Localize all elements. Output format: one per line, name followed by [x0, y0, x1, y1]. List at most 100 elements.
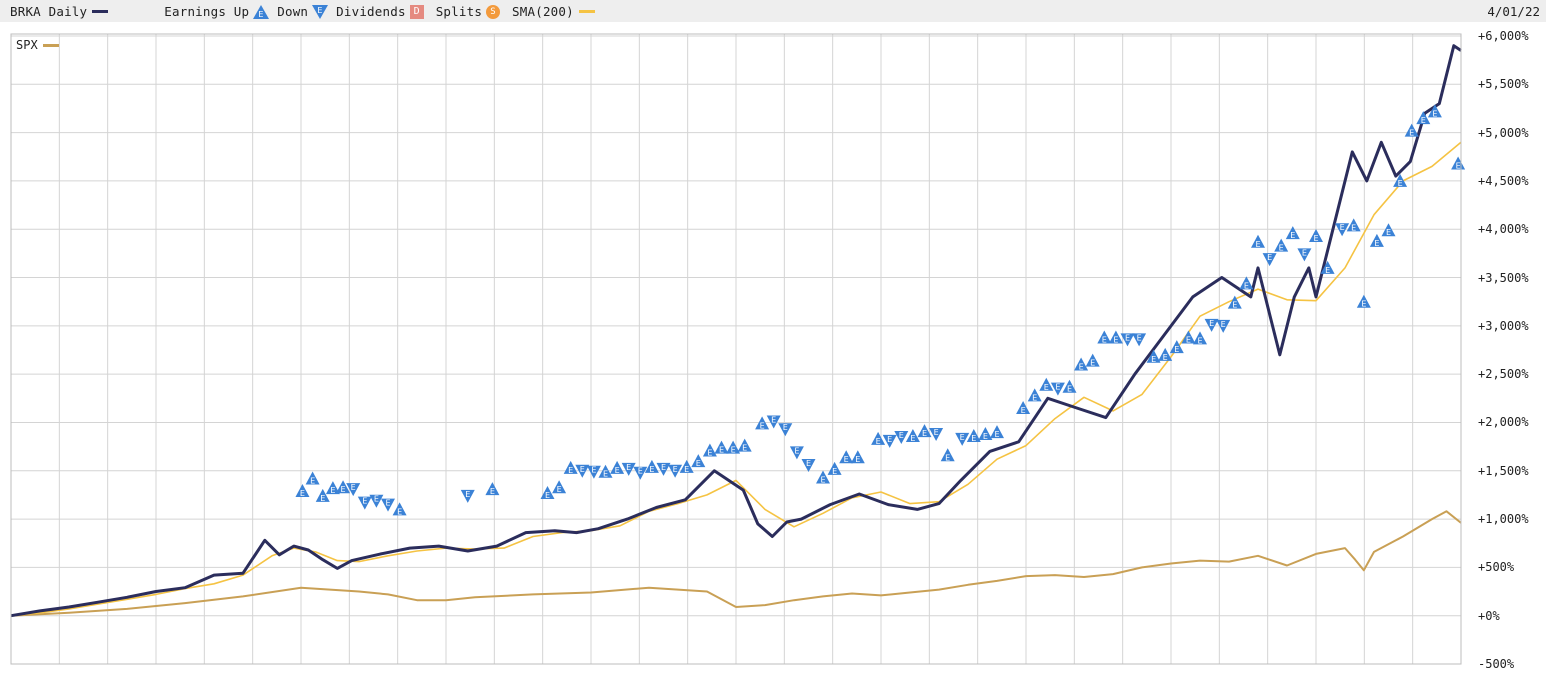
- earnings-up-marker[interactable]: E: [1193, 331, 1207, 345]
- earnings-down-marker[interactable]: E: [1204, 318, 1219, 332]
- earnings-up-marker[interactable]: E: [563, 460, 578, 475]
- earnings-up-marker[interactable]: E: [990, 425, 1004, 439]
- earnings-down-marker[interactable]: E: [1050, 382, 1065, 396]
- earnings-down-marker[interactable]: E: [789, 446, 804, 460]
- earnings-up-marker[interactable]: E: [540, 485, 555, 500]
- earnings-up-marker[interactable]: E: [325, 481, 340, 495]
- earnings-up-marker[interactable]: E: [1451, 156, 1466, 171]
- earnings-down-marker[interactable]: E: [955, 432, 970, 446]
- earnings-up-marker[interactable]: E: [315, 488, 330, 503]
- earnings-up-marker[interactable]: E: [714, 440, 729, 455]
- earnings-up-marker[interactable]: E: [917, 424, 932, 438]
- earnings-down-marker[interactable]: E: [381, 498, 395, 512]
- earnings-up-marker[interactable]: E: [1085, 353, 1100, 368]
- earnings-down-marker[interactable]: E: [668, 464, 683, 478]
- earnings-up-marker[interactable]: E: [1381, 223, 1396, 237]
- earnings-down-marker[interactable]: E: [801, 458, 816, 472]
- earnings-up-marker[interactable]: E: [966, 428, 981, 443]
- earnings-down-marker[interactable]: E: [357, 496, 372, 510]
- earnings-down-marker[interactable]: E: [882, 434, 897, 448]
- earnings-up-marker[interactable]: E: [691, 454, 706, 468]
- earnings-up-marker[interactable]: E: [978, 427, 993, 441]
- earnings-down-marker[interactable]: E: [778, 423, 793, 437]
- earnings-up-marker[interactable]: E: [1146, 349, 1161, 364]
- earnings-down-marker[interactable]: E: [766, 415, 781, 429]
- earnings-up-marker[interactable]: E: [850, 450, 865, 464]
- earnings-up-marker[interactable]: E: [1309, 228, 1323, 243]
- earnings-up-marker[interactable]: E: [1062, 379, 1077, 394]
- earnings-up-marker[interactable]: E: [726, 440, 741, 455]
- legend-spx-label: SPX: [16, 38, 38, 52]
- earnings-up-marker[interactable]: E: [1393, 173, 1408, 188]
- earnings-down-marker[interactable]: E: [575, 464, 590, 478]
- legend-item-spx[interactable]: SPX: [16, 38, 59, 52]
- earnings-up-marker[interactable]: E: [295, 484, 310, 498]
- earnings-up-marker[interactable]: E: [552, 480, 567, 494]
- earnings-down-marker[interactable]: E: [1262, 253, 1277, 267]
- earnings-up-marker[interactable]: E: [1427, 104, 1442, 118]
- earnings-up-marker[interactable]: E: [598, 464, 613, 479]
- earnings-up-marker[interactable]: E: [1251, 234, 1265, 249]
- earnings-up-marker[interactable]: E: [1356, 294, 1371, 309]
- earnings-up-marker[interactable]: E: [1285, 226, 1300, 240]
- earnings-up-marker[interactable]: E: [1227, 295, 1242, 310]
- earnings-up-marker[interactable]: E: [839, 450, 854, 464]
- earnings-down-marker[interactable]: E: [369, 494, 384, 508]
- earnings-up-marker[interactable]: E: [905, 428, 920, 443]
- earnings-down-marker[interactable]: E: [929, 428, 944, 442]
- legend-item-earnings-up[interactable]: Earnings Up E: [164, 4, 277, 19]
- earnings-up-marker[interactable]: E: [1346, 218, 1361, 232]
- earnings-marker-glyph: E: [638, 467, 643, 476]
- earnings-up-marker[interactable]: E: [871, 431, 886, 446]
- earnings-up-marker[interactable]: E: [1039, 377, 1054, 392]
- earnings-up-marker[interactable]: E: [827, 461, 842, 476]
- earnings-down-marker[interactable]: E: [894, 430, 909, 444]
- earnings-up-marker[interactable]: E: [1027, 388, 1042, 402]
- earnings-down-marker[interactable]: E: [1120, 333, 1135, 347]
- earnings-up-marker[interactable]: E: [1158, 347, 1173, 362]
- earnings-down-marker[interactable]: E: [633, 466, 648, 480]
- earnings-up-marker[interactable]: E: [485, 482, 500, 496]
- earnings-marker-glyph: E: [1302, 248, 1307, 257]
- earnings-up-marker[interactable]: E: [1274, 238, 1289, 253]
- legend-item-dividends[interactable]: Dividends D: [336, 4, 436, 19]
- earnings-down-marker[interactable]: E: [460, 489, 475, 503]
- earnings-down-marker[interactable]: E: [621, 462, 636, 476]
- earnings-up-marker[interactable]: E: [1416, 111, 1431, 125]
- earnings-up-marker[interactable]: E: [644, 459, 659, 474]
- earnings-down-marker[interactable]: E: [1297, 248, 1312, 262]
- earnings-up-marker[interactable]: E: [1169, 340, 1184, 354]
- earnings-down-marker[interactable]: E: [1132, 333, 1147, 347]
- earnings-down-marker[interactable]: E: [1216, 319, 1231, 333]
- legend-item-down[interactable]: Down E: [277, 4, 336, 19]
- earnings-up-marker[interactable]: E: [336, 480, 351, 494]
- earnings-down-marker[interactable]: E: [346, 483, 361, 497]
- earnings-up-marker[interactable]: E: [1404, 123, 1419, 138]
- earnings-up-marker[interactable]: E: [702, 443, 717, 457]
- earnings-up-marker[interactable]: E: [1108, 330, 1123, 344]
- earnings-up-marker[interactable]: E: [1369, 233, 1384, 248]
- earnings-marker-glyph: E: [760, 421, 765, 430]
- earnings-up-marker[interactable]: E: [1239, 276, 1254, 290]
- earnings-up-marker[interactable]: E: [610, 460, 625, 475]
- earnings-up-marker[interactable]: E: [1016, 400, 1031, 415]
- earnings-up-marker[interactable]: E: [737, 438, 752, 453]
- earnings-up-marker[interactable]: E: [305, 471, 320, 485]
- earnings-up-marker[interactable]: E: [1074, 357, 1089, 371]
- legend-item-brka[interactable]: BRKA Daily: [10, 4, 164, 19]
- earnings-up-marker[interactable]: E: [940, 448, 955, 462]
- earnings-up-marker[interactable]: E: [1097, 330, 1112, 344]
- earnings-marker-glyph: E: [1125, 333, 1130, 342]
- legend-item-sma[interactable]: SMA(200): [512, 4, 595, 19]
- earnings-down-marker[interactable]: E: [1335, 223, 1350, 237]
- earnings-up-marker[interactable]: E: [755, 416, 770, 430]
- earnings-up-marker[interactable]: E: [679, 459, 694, 474]
- earnings-up-marker[interactable]: E: [816, 470, 830, 485]
- earnings-marker-shape: [1369, 233, 1384, 247]
- earnings-down-marker[interactable]: E: [586, 465, 601, 479]
- earnings-up-marker[interactable]: E: [1320, 260, 1335, 275]
- earnings-down-marker[interactable]: E: [656, 462, 671, 476]
- legend-item-splits[interactable]: Splits S: [436, 4, 512, 19]
- earnings-up-marker[interactable]: E: [1181, 330, 1196, 344]
- earnings-up-marker[interactable]: E: [392, 502, 407, 516]
